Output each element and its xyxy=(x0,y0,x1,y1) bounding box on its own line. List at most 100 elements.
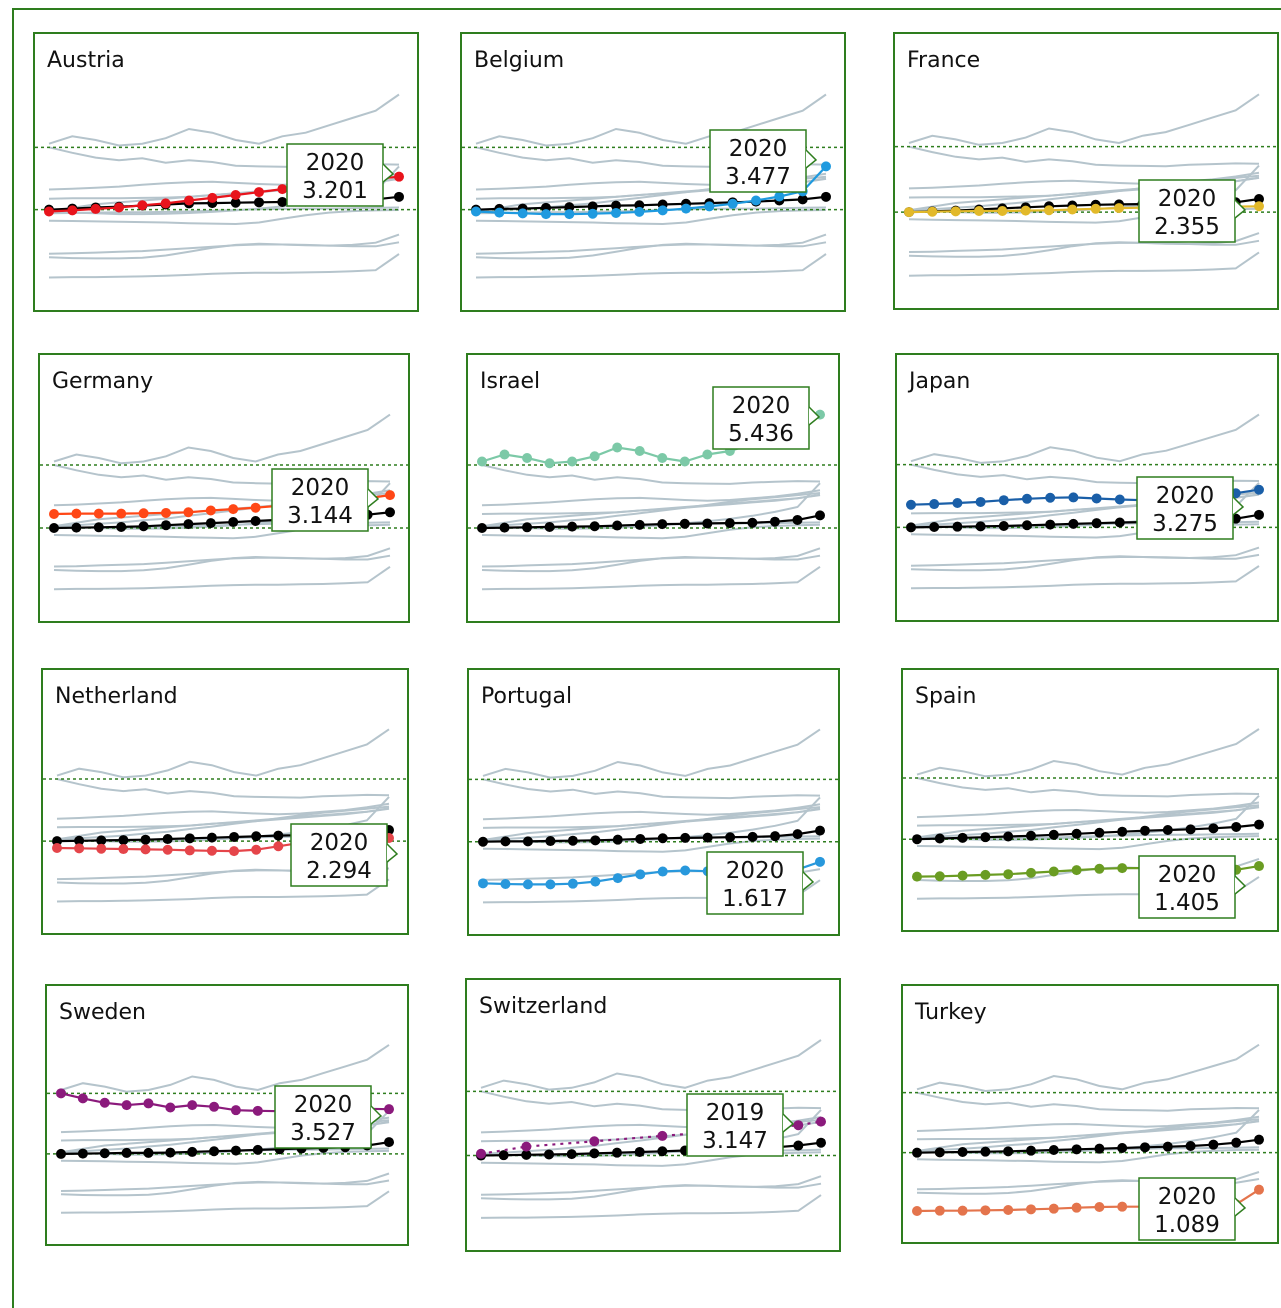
country-series-point xyxy=(522,453,533,463)
benchmark-series-point xyxy=(1026,1145,1036,1156)
benchmark-series-point xyxy=(118,835,129,846)
callout-box xyxy=(1136,476,1234,540)
benchmark-series-line xyxy=(482,829,821,843)
benchmark-series-point xyxy=(1003,1146,1014,1157)
callout-value: 3.477 xyxy=(725,164,791,190)
country-series-point xyxy=(1117,863,1128,874)
background-line xyxy=(481,493,821,528)
callout-year: 2020 xyxy=(291,475,350,501)
benchmark-series-point xyxy=(52,836,62,847)
country-series-point xyxy=(1114,494,1125,505)
benchmark-series-point xyxy=(1048,1145,1059,1155)
benchmark-series-point xyxy=(121,1147,132,1158)
country-series-point xyxy=(997,205,1008,216)
country-series-point xyxy=(545,879,556,890)
callout-year: 2020 xyxy=(306,150,365,176)
background-line xyxy=(60,1044,390,1093)
callout-year: 2020 xyxy=(732,393,791,419)
benchmark-series-point xyxy=(1045,519,1056,530)
benchmark-series-point xyxy=(792,514,803,525)
callout-value: 3.201 xyxy=(302,178,368,204)
benchmark-series-point xyxy=(96,835,107,846)
benchmark-series-point xyxy=(1162,1141,1173,1152)
background-line xyxy=(916,1120,1260,1152)
country-series-point xyxy=(589,1136,600,1147)
country-series-point xyxy=(590,876,601,887)
country-series-point xyxy=(1068,492,1079,503)
benchmark-series-point xyxy=(1231,1137,1242,1148)
panel-germany: 2020 3.144 Germany xyxy=(38,353,410,623)
country-series-point xyxy=(544,458,555,469)
callout-value: 2.355 xyxy=(1154,214,1220,240)
callout-box xyxy=(712,386,810,450)
country-series-point xyxy=(522,879,533,890)
panel-title: Japan xyxy=(909,369,971,394)
callout-pointer xyxy=(1234,875,1247,895)
callout-year: 2020 xyxy=(310,830,369,856)
panel-title: Sweden xyxy=(59,1000,146,1025)
country-series-point xyxy=(774,191,785,202)
country-series-point xyxy=(205,505,216,516)
background-line xyxy=(482,807,821,841)
benchmark-series-point xyxy=(385,507,395,518)
panel-sweden: 2020 3.527 Sweden xyxy=(45,984,409,1246)
panel-title: Austria xyxy=(47,48,125,73)
panel-austria: 2020 3.201 Austria xyxy=(33,32,419,312)
benchmark-series-point xyxy=(567,521,578,532)
country-series-point xyxy=(1022,493,1032,504)
country-series-point xyxy=(116,508,127,519)
country-series-point xyxy=(209,1101,220,1112)
country-series-point xyxy=(980,1205,991,1216)
panel-title: Israel xyxy=(480,369,541,394)
benchmark-series-point xyxy=(230,197,241,208)
callout-year: 2020 xyxy=(1158,186,1217,212)
benchmark-series-point xyxy=(792,829,803,840)
country-series-point xyxy=(793,1120,804,1131)
country-series-point xyxy=(1254,1184,1264,1195)
country-series-point xyxy=(1071,865,1082,876)
benchmark-series-point xyxy=(747,517,758,528)
benchmark-series-point xyxy=(1117,826,1128,837)
country-series-point xyxy=(957,1205,968,1216)
callout-value: 3.527 xyxy=(290,1120,356,1146)
background-line xyxy=(482,837,821,853)
background-line xyxy=(916,1043,1260,1093)
benchmark-series-line xyxy=(916,823,1260,841)
country-series-point xyxy=(587,208,598,219)
country-series-point xyxy=(250,502,261,513)
country-series-point xyxy=(564,209,575,220)
benchmark-series-point xyxy=(1048,829,1059,840)
benchmark-series-point xyxy=(250,516,261,526)
country-series-point xyxy=(567,878,578,889)
country-series-point xyxy=(704,201,715,212)
benchmark-series-point xyxy=(815,510,825,521)
benchmark-series-point xyxy=(209,1146,220,1157)
country-series-point xyxy=(99,1097,110,1108)
benchmark-series-point xyxy=(998,520,1009,531)
background-line xyxy=(56,807,390,841)
country-series-point xyxy=(702,449,713,460)
benchmark-series-point xyxy=(1208,823,1219,834)
benchmark-series-point xyxy=(229,831,240,842)
callout-year: 2020 xyxy=(1158,1184,1217,1210)
panel-title: Switzerland xyxy=(479,994,608,1019)
background-line xyxy=(481,554,821,568)
country-series-point xyxy=(206,845,217,856)
benchmark-series-point xyxy=(205,518,216,529)
country-series-point xyxy=(90,203,101,214)
background-line xyxy=(56,728,390,779)
benchmark-series-line xyxy=(916,1138,1260,1154)
benchmark-series-point xyxy=(93,522,104,533)
benchmark-series-point xyxy=(657,833,668,844)
benchmark-series-point xyxy=(162,834,173,845)
benchmark-series-point xyxy=(187,1146,198,1157)
background-line xyxy=(916,1115,1260,1132)
country-series-line xyxy=(475,165,827,216)
